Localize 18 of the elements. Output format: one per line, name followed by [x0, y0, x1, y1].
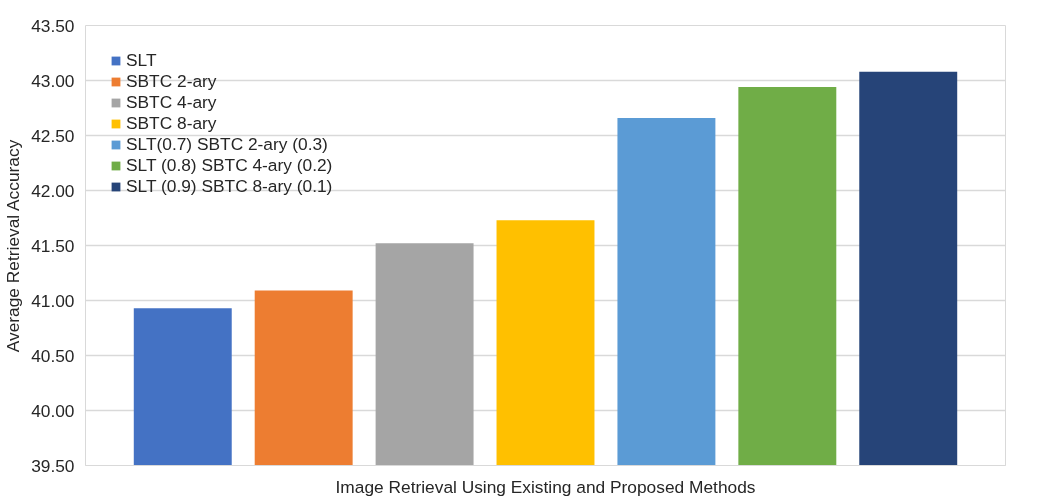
y-tick-label: 40.00 — [31, 400, 75, 421]
x-axis-title: Image Retrieval Using Existing and Proposed Methods — [335, 476, 756, 497]
y-tick-label: 43.00 — [31, 70, 75, 91]
legend-label: SBTC 8-ary — [126, 113, 217, 134]
y-tick-label: 41.50 — [31, 235, 75, 256]
y-tick-label: 39.50 — [31, 455, 75, 476]
y-tick-label: 40.50 — [31, 345, 75, 366]
y-axis-title: Average Retrieval Accuracy — [3, 139, 24, 353]
legend-label: SLT(0.7) SBTC 2-ary (0.3) — [126, 134, 328, 155]
legend-label: SLT — [126, 50, 157, 71]
y-tick-label: 42.50 — [31, 125, 75, 146]
legend-label: SLT (0.8) SBTC 4-ary (0.2) — [126, 155, 333, 176]
y-tick-label: 43.50 — [31, 15, 75, 36]
y-tick-label: 42.00 — [31, 180, 75, 201]
legend-label: SBTC 2-ary — [126, 71, 217, 92]
legend-label: SLT (0.9) SBTC 8-ary (0.1) — [126, 176, 333, 197]
y-tick-label: 41.00 — [31, 290, 75, 311]
legend-label: SBTC 4-ary — [126, 92, 217, 113]
